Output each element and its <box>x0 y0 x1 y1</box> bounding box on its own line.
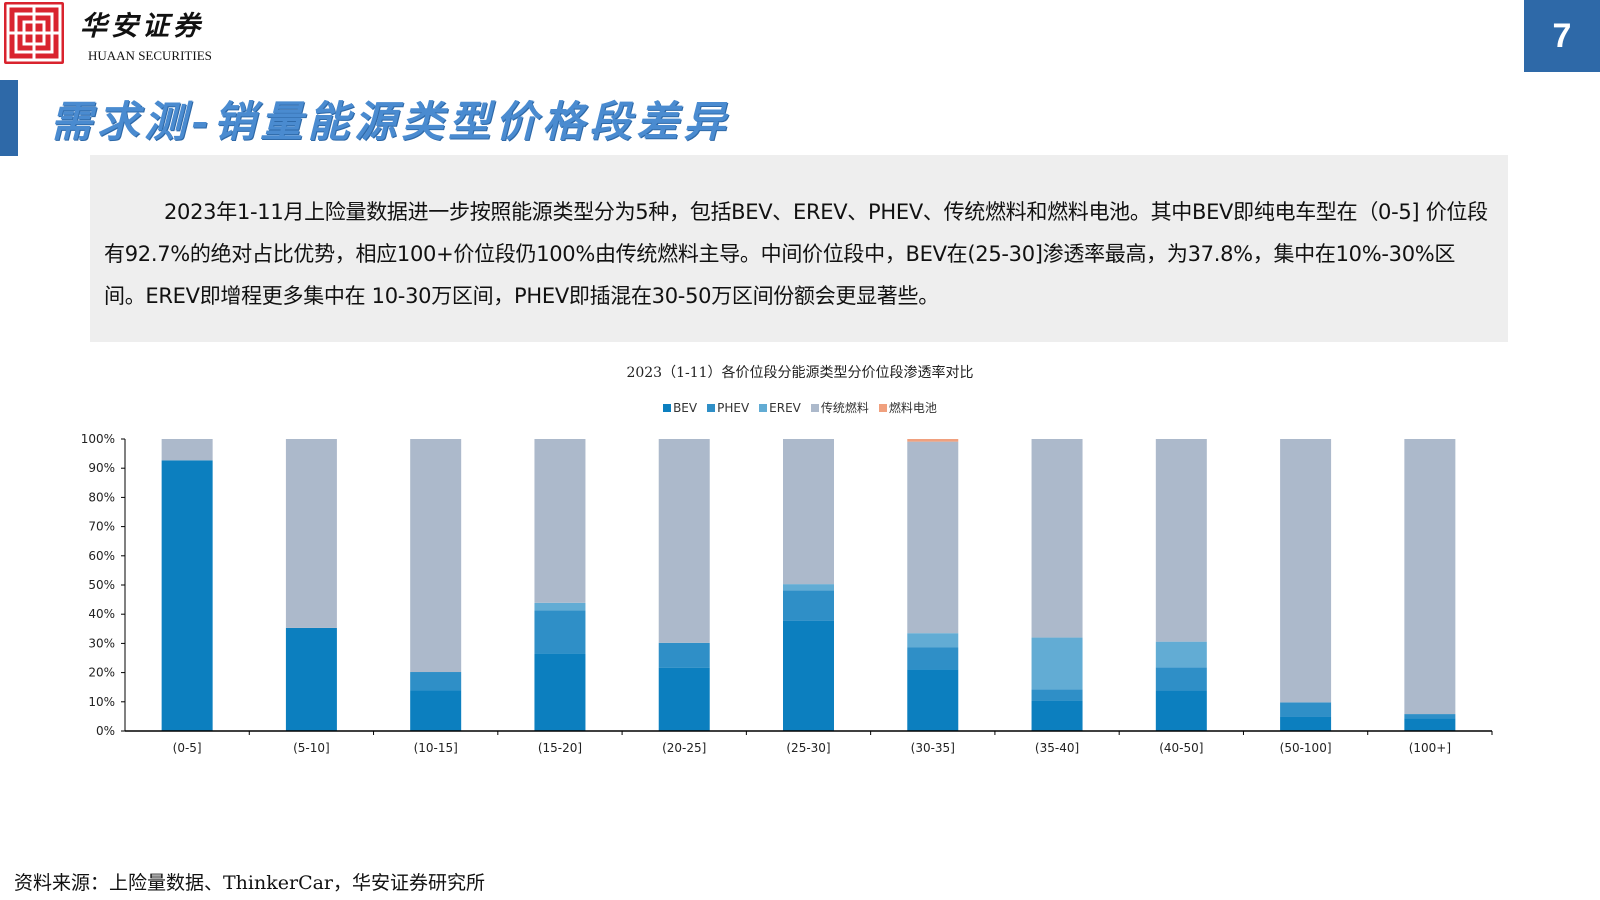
x-tick-label: (10-15] <box>414 741 458 755</box>
x-tick-label: (35-40] <box>1035 741 1079 755</box>
x-tick-label: (40-50] <box>1159 741 1203 755</box>
bar-segment <box>285 439 337 628</box>
legend-label: 传统燃料 <box>820 401 869 415</box>
title-accent-bar <box>0 80 18 156</box>
x-tick-label: (30-35] <box>911 741 955 755</box>
bar-segment <box>1155 667 1207 691</box>
legend-item: EREV <box>759 399 801 416</box>
bar-segment <box>783 620 834 731</box>
bar-segment <box>1280 702 1332 717</box>
bar-segment <box>783 584 834 591</box>
bar-segment <box>1031 439 1083 638</box>
bar-segment <box>534 439 586 603</box>
x-tick-label: (15-20] <box>538 741 582 755</box>
company-name-en: HUAAN SECURITIES <box>88 48 212 63</box>
bar-segment <box>907 439 959 442</box>
bar-segment <box>658 642 710 668</box>
legend-item: PHEV <box>707 399 749 416</box>
legend-swatch <box>878 403 887 412</box>
bar-segment <box>907 441 959 634</box>
huaan-logo-icon <box>4 2 64 64</box>
legend-label: BEV <box>673 400 698 415</box>
y-tick-label: 80% <box>88 490 115 504</box>
bar-segment <box>410 439 462 673</box>
x-tick-label: (25-30] <box>786 741 830 755</box>
x-tick-label: (100+] <box>1409 741 1451 755</box>
bar-segment <box>161 439 213 461</box>
legend-label: EREV <box>769 400 801 415</box>
page-title: 需求测-销量能源类型价格段差异 <box>50 97 731 146</box>
legend-swatch <box>707 403 716 412</box>
y-tick-label: 0% <box>96 724 115 738</box>
page-number: 7 <box>1524 0 1600 72</box>
legend-item: 燃料电池 <box>878 399 937 416</box>
x-tick-label: (20-25] <box>662 741 706 755</box>
y-tick-label: 100% <box>81 432 115 446</box>
bar-segment <box>1155 690 1207 731</box>
x-tick-label: (0-5] <box>173 741 202 755</box>
bar-segment <box>1155 439 1207 642</box>
x-tick-label: (5-10] <box>293 741 330 755</box>
chart-legend: BEV PHEV EREV 传统燃料 燃料电池 <box>0 399 1600 416</box>
source-note: 资料来源：上险量数据、ThinkerCar，华安证券研究所 <box>14 872 486 894</box>
legend-swatch <box>810 403 819 412</box>
y-tick-label: 60% <box>88 549 115 563</box>
legend-swatch <box>663 403 672 412</box>
bar-segment <box>1404 714 1456 719</box>
summary-box: 2023年1-11月上险量数据进一步按照能源类型分为5种，包括BEV、EREV、… <box>90 155 1508 342</box>
bar-segment <box>783 439 834 585</box>
stacked-bar-chart: 0% 10% 20% 30% 40% 50% 60% 70% 80% 90% 100% (0-5] (5… <box>81 432 1493 755</box>
bar-segment <box>658 667 710 731</box>
bar-segment <box>658 439 710 643</box>
bar-segment <box>410 672 462 691</box>
company-name-cn: 华安证券 <box>80 11 204 42</box>
bar-segment <box>534 653 586 731</box>
y-tick-label: 90% <box>88 461 115 475</box>
summary-text: 2023年1-11月上险量数据进一步按照能源类型分为5种，包括BEV、EREV、… <box>104 200 1488 308</box>
legend-label: 燃料电池 <box>888 401 937 415</box>
legend-swatch <box>759 403 768 412</box>
y-tick-label: 50% <box>88 578 115 592</box>
y-tick-label: 70% <box>88 520 115 534</box>
legend-label: PHEV <box>717 400 750 415</box>
bar-segment <box>534 602 586 611</box>
bar-segment <box>907 669 959 731</box>
bar-segment <box>410 690 462 731</box>
x-tick-label: (50-100] <box>1280 741 1332 755</box>
bar-segment <box>1031 700 1083 731</box>
legend-item: 传统燃料 <box>810 399 869 416</box>
bar-segment <box>1031 689 1083 701</box>
chart-title: 2023（1-11）各价位段分能源类型分价位段渗透率对比 <box>626 365 974 381</box>
legend-item: BEV <box>663 399 697 416</box>
bar-segment <box>1031 637 1083 690</box>
y-tick-label: 20% <box>88 666 115 680</box>
bar-segment <box>285 627 337 731</box>
bar-segment <box>1280 716 1332 731</box>
bar-segment <box>783 590 834 621</box>
bar-segment <box>1404 718 1456 731</box>
bar-segment <box>907 647 959 670</box>
bar-segment <box>534 610 586 654</box>
bar-segment <box>907 633 959 648</box>
bar-segment <box>1404 439 1456 715</box>
bar-segment <box>1280 439 1332 703</box>
y-tick-label: 40% <box>88 607 115 621</box>
bar-segment <box>161 460 213 731</box>
y-tick-label: 30% <box>88 636 115 650</box>
bar-segment <box>1155 641 1207 668</box>
y-tick-label: 10% <box>88 695 115 709</box>
